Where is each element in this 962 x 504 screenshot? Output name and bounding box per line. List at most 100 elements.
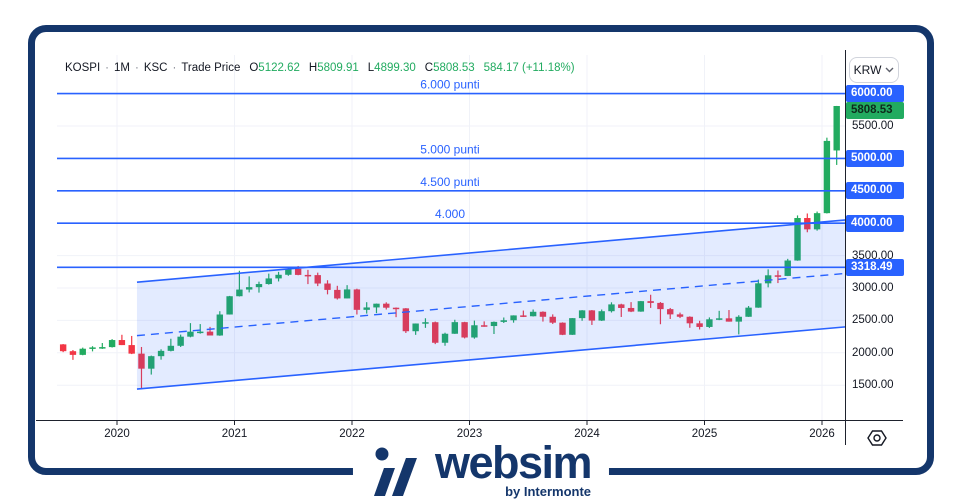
channel-mid-line[interactable] — [136, 272, 846, 337]
candle — [490, 321, 498, 335]
candle-body — [236, 289, 243, 297]
interval-label[interactable]: 1M — [114, 62, 130, 74]
change-value: 584.17 (+11.18%) — [483, 62, 575, 74]
candle-body — [69, 351, 77, 355]
candle — [813, 211, 821, 231]
price-level-badge: 6000.00 — [846, 85, 904, 103]
candle-body — [412, 323, 419, 332]
candle-body — [304, 274, 312, 277]
time-axis-label: 2024 — [574, 428, 600, 440]
candle-body — [735, 316, 742, 322]
candle — [383, 302, 390, 310]
candle-body — [715, 318, 723, 320]
candle — [324, 280, 331, 295]
websim-logo: websim by Intermonte — [352, 440, 610, 499]
separator-dot: · — [134, 62, 139, 74]
candle-body — [432, 322, 439, 343]
candle-body — [177, 336, 184, 346]
candle — [500, 317, 507, 323]
price-level-badge: 4000.00 — [846, 214, 904, 232]
last-price-badge: 5808.53 — [846, 101, 904, 119]
candle — [363, 302, 370, 314]
candle — [578, 310, 586, 321]
brand-byline: by Intermonte — [505, 484, 592, 499]
candle — [373, 303, 380, 314]
price-axis-label: 5500.00 — [852, 120, 894, 132]
candle — [245, 276, 253, 293]
channel-bottom-line[interactable] — [136, 326, 846, 390]
candle — [206, 326, 214, 336]
candle — [461, 321, 468, 339]
candle — [353, 288, 361, 315]
price-level-label: 6.000 punti — [420, 78, 479, 92]
candle — [128, 335, 135, 355]
candle-body — [764, 275, 772, 284]
candle-body — [657, 302, 664, 310]
candle-body — [89, 347, 96, 349]
candle — [343, 285, 351, 299]
candle-body — [696, 323, 703, 327]
candle-body — [490, 321, 498, 327]
candle-body — [275, 274, 282, 279]
candle-body — [686, 316, 694, 324]
chevron-down-icon — [885, 67, 894, 73]
time-axis-label: 2026 — [809, 428, 835, 440]
candle — [833, 105, 840, 165]
price-axis-label: 3500.00 — [852, 249, 894, 262]
candle-body — [118, 340, 126, 346]
candle — [148, 355, 155, 375]
candle-body — [559, 322, 566, 335]
candle-body — [138, 353, 145, 369]
candle-body — [59, 344, 67, 352]
candle — [314, 272, 321, 287]
candle-body — [285, 268, 292, 275]
time-axis-label: 2025 — [692, 428, 718, 440]
candle — [216, 311, 224, 336]
candle — [451, 319, 459, 334]
candle — [764, 269, 772, 288]
candle — [755, 279, 762, 308]
candle-body — [588, 310, 596, 321]
candle-body — [784, 260, 791, 276]
candle-body — [520, 315, 527, 317]
candle — [69, 350, 77, 360]
currency-selector[interactable]: KRW — [849, 57, 899, 83]
settings-icon[interactable] — [866, 428, 888, 448]
chart-frame-border — [28, 25, 934, 475]
candle-body — [725, 318, 733, 322]
close-value: 5808.53 — [433, 62, 475, 74]
candle — [392, 307, 400, 318]
candle — [637, 300, 645, 312]
candle-body — [833, 106, 840, 151]
channel-top-line[interactable] — [136, 219, 846, 283]
candle — [480, 321, 488, 327]
candle — [334, 285, 341, 300]
candle — [529, 309, 537, 317]
high-key: H — [308, 62, 318, 74]
candle-body — [167, 345, 175, 351]
candle-body — [667, 309, 674, 315]
candle-body — [148, 356, 155, 369]
candle-body — [471, 325, 478, 338]
price-axis-label: 2500.00 — [852, 314, 894, 327]
symbol-name[interactable]: KOSPI — [65, 62, 101, 74]
candle-body — [637, 301, 645, 312]
candle — [99, 343, 106, 349]
candle-body — [314, 275, 321, 284]
candle — [657, 302, 664, 325]
exchange-label[interactable]: KSC — [143, 62, 168, 74]
candle — [510, 315, 517, 323]
open-key: O — [249, 62, 259, 74]
candle — [265, 273, 272, 285]
candle — [236, 270, 243, 297]
low-value: 4899.30 — [374, 62, 416, 74]
price-level-label: 5.000 punti — [420, 142, 479, 156]
candle — [167, 338, 175, 352]
candle-body — [823, 140, 831, 214]
time-axis-label: 2021 — [222, 428, 248, 440]
candle-body — [334, 289, 341, 299]
candle-body — [510, 315, 517, 321]
price-level-label: 4.000 — [435, 207, 465, 221]
